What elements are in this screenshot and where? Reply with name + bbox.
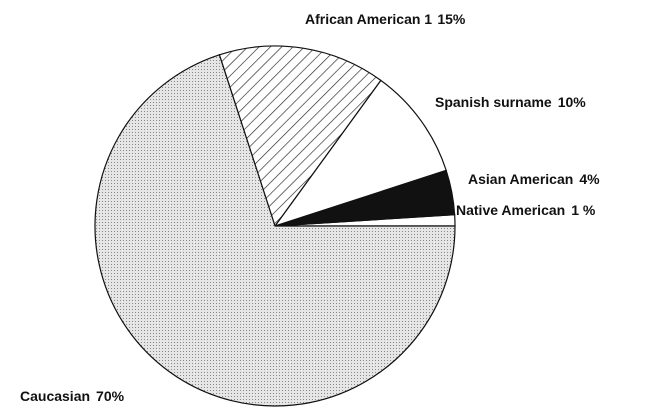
category-label: Caucasian — [20, 388, 90, 404]
category-label: African American 1 — [305, 11, 432, 27]
category-label: Native American — [456, 202, 565, 218]
value-label: 10% — [558, 94, 587, 110]
slice-label: Spanish surname 10% — [435, 94, 586, 110]
value-label: 1 % — [571, 202, 596, 218]
value-label: 15% — [437, 11, 466, 27]
slice-label: Caucasian 70% — [20, 388, 125, 404]
value-label: 70% — [96, 388, 125, 404]
category-label: Asian American — [468, 171, 573, 187]
value-label: 4% — [579, 171, 600, 187]
slice-label: Native American 1 % — [456, 202, 596, 218]
pie-slice — [273, 79, 447, 228]
slice-label: African American 1 15% — [305, 11, 466, 27]
pie-slice — [218, 45, 382, 228]
category-label: Spanish surname — [435, 94, 552, 110]
pie-slice — [94, 54, 456, 407]
slice-label: Asian American 4% — [468, 171, 600, 187]
